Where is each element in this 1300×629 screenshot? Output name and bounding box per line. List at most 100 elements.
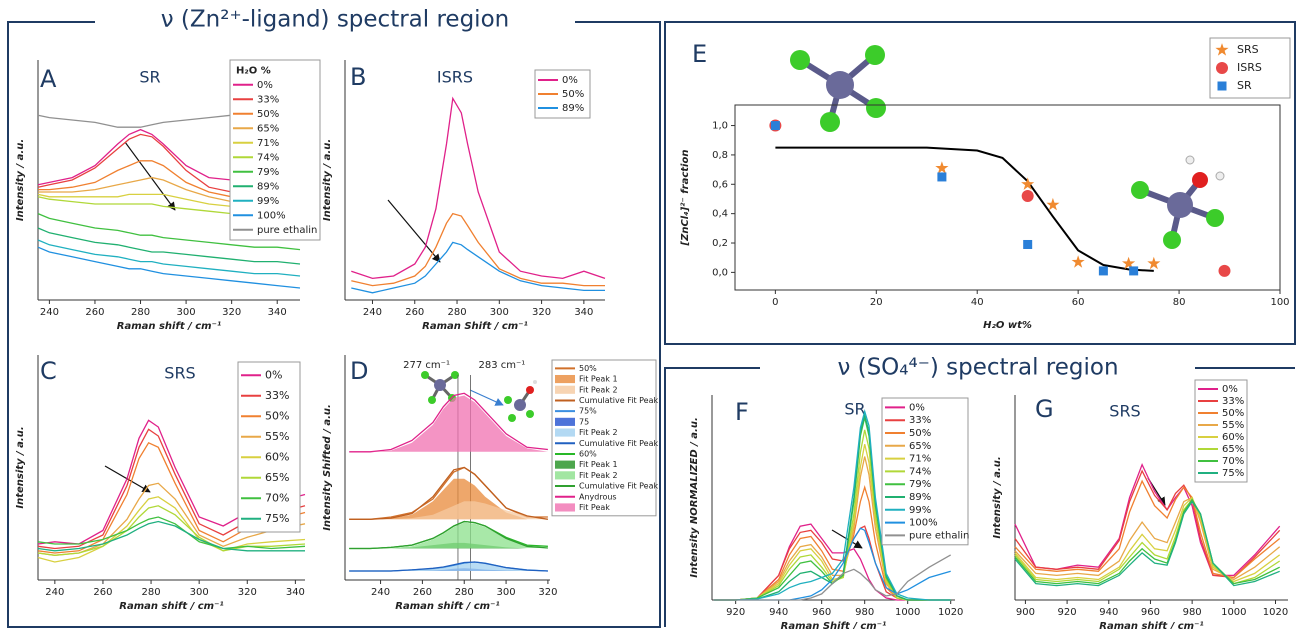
- legend-label: 79%: [257, 167, 279, 178]
- legend-label: 65%: [1222, 444, 1244, 455]
- line: [37, 246, 301, 289]
- y-axis-label: Intensity / a.u.: [15, 426, 26, 508]
- legend-label: pure ethalin: [257, 225, 317, 236]
- point: [770, 121, 780, 131]
- legend-label: 89%: [257, 181, 279, 192]
- x-tick-label: 1000: [895, 607, 920, 618]
- line: [714, 554, 952, 601]
- legend-label: 65%: [257, 123, 279, 134]
- x-tick-label: 1020: [938, 607, 963, 618]
- x-tick-label: 240: [45, 587, 64, 598]
- panel-letter: G: [1035, 395, 1054, 423]
- legend-label: 55%: [265, 430, 289, 443]
- line: [37, 227, 301, 265]
- x-tick-label: 280: [447, 307, 466, 318]
- line: [37, 520, 305, 552]
- x-tick-label: 300: [177, 307, 196, 318]
- frame: [664, 21, 1296, 345]
- legend-box: [229, 59, 321, 241]
- x-tick-label: 280: [131, 307, 150, 318]
- legend-label: 70%: [265, 491, 289, 504]
- legend-label: Fit Peak 2: [579, 471, 618, 480]
- legend-label: Fit Peak 1: [579, 375, 618, 384]
- legend-label: Cumulative Fit Peak: [579, 396, 658, 405]
- legend-swatch: [555, 471, 575, 480]
- panel-title: SR: [844, 400, 865, 419]
- legend-label: 70%: [1222, 456, 1244, 467]
- x-tick-label: 960: [812, 607, 831, 618]
- x-tick-label: 280: [142, 587, 161, 598]
- legend-label: 50%: [265, 409, 289, 422]
- legend-label: 55%: [1222, 420, 1244, 431]
- frame: [7, 21, 661, 628]
- y-axis-label: Intensity / a.u.: [992, 456, 1003, 538]
- area: [349, 395, 548, 452]
- line: [37, 496, 306, 563]
- x-tick-label: 960: [1141, 607, 1160, 618]
- x-tick-label: 320: [238, 587, 257, 598]
- x-tick-label: 300: [490, 307, 509, 318]
- x-tick-label: 980: [1183, 607, 1202, 618]
- reference-label: 277 cm⁻¹: [403, 360, 450, 371]
- panel-letter: C: [40, 357, 57, 385]
- x-tick-label: 1000: [1221, 607, 1246, 618]
- line: [1014, 496, 1281, 581]
- legend-label: 75%: [579, 407, 597, 416]
- x-tick-label: 320: [532, 307, 551, 318]
- legend-box: [237, 361, 301, 533]
- x-tick-label: 940: [769, 607, 788, 618]
- x-tick-label: 40: [971, 297, 984, 308]
- x-tick-label: 240: [371, 587, 390, 598]
- y-tick-label: 0,0: [712, 267, 728, 278]
- legend-title: H₂O %: [236, 65, 271, 76]
- legend-label: 75%: [1222, 468, 1244, 479]
- line: [37, 213, 301, 251]
- x-axis-label: Raman shift / cm⁻¹: [119, 601, 223, 612]
- x-tick-label: 940: [1099, 607, 1118, 618]
- area: [349, 522, 548, 549]
- line: [1014, 479, 1281, 579]
- panel-title: SR: [139, 68, 160, 87]
- legend-label: 50%: [579, 364, 597, 373]
- legend-label: 71%: [909, 454, 931, 465]
- line: [37, 516, 306, 550]
- point: [1129, 266, 1139, 276]
- x-tick-label: 320: [222, 307, 241, 318]
- legend-label: 99%: [909, 505, 931, 516]
- y-tick-label: 0,2: [712, 238, 728, 249]
- legend-label: SR: [1237, 79, 1252, 92]
- legend-label: 74%: [257, 152, 279, 163]
- area: [349, 562, 548, 571]
- x-tick-label: 1020: [1263, 607, 1288, 618]
- line: [349, 561, 548, 572]
- panel-letter: D: [350, 357, 368, 385]
- legend-label: 0%: [257, 80, 273, 91]
- line: [351, 241, 605, 294]
- panel-letter: A: [40, 65, 57, 93]
- point: [1122, 256, 1136, 270]
- legend-swatch: [555, 385, 575, 394]
- legend-label: 89%: [909, 492, 931, 503]
- molecule: [421, 371, 537, 422]
- x-tick-label: 280: [455, 587, 474, 598]
- x-tick-label: 300: [190, 587, 209, 598]
- legend-label: 100%: [257, 210, 286, 221]
- x-axis-label: H₂O wt%: [983, 320, 1032, 331]
- y-tick-label: 0,8: [712, 150, 728, 161]
- x-tick-label: 260: [405, 307, 424, 318]
- legend-label: 33%: [265, 389, 289, 402]
- panel-letter: F: [735, 398, 749, 426]
- section-title: ν (SO₄⁴⁻) spectral region: [837, 355, 1118, 381]
- x-tick-label: 80: [1173, 297, 1186, 308]
- legend-label: 0%: [1222, 384, 1238, 395]
- x-axis-label: Raman shift / cm⁻¹: [117, 321, 221, 332]
- legend-label: 60%: [1222, 432, 1244, 443]
- molecule: [790, 45, 1225, 249]
- legend-swatch: [555, 417, 575, 426]
- section-title: ν (Zn²⁺-ligand) spectral region: [161, 7, 509, 33]
- legend-swatch: [555, 374, 575, 384]
- line: [349, 466, 549, 520]
- point: [1215, 43, 1229, 56]
- x-tick-label: 900: [1016, 607, 1035, 618]
